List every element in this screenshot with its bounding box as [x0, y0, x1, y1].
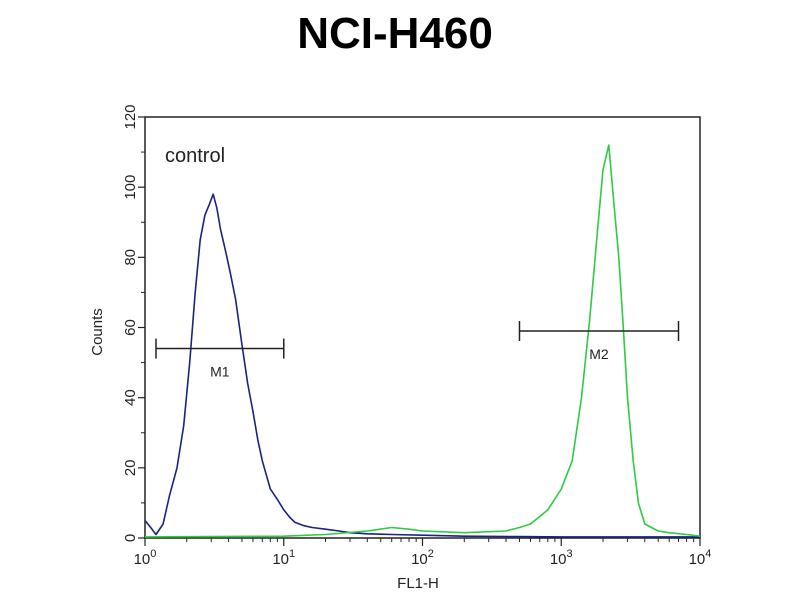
x-tick-label: 102: [411, 548, 434, 568]
x-tick-label: 104: [689, 548, 712, 568]
plot-frame: [145, 117, 700, 538]
series-layer: [145, 145, 700, 537]
y-tick-label: 120: [122, 104, 139, 129]
y-tick-label: 100: [122, 175, 139, 200]
chart-title: NCI-H460: [297, 9, 493, 58]
y-axis-ticks: 0 20 40 60 80 100 120: [122, 82, 145, 542]
y-tick-label: 40: [122, 389, 139, 406]
gate-label: M1: [210, 364, 230, 380]
y-tick-label: 20: [122, 459, 139, 476]
x-axis-label: FL1-H: [397, 575, 439, 592]
series-line-2: [145, 145, 700, 537]
x-axis-ticks: 100 101 102 103 104: [134, 538, 712, 568]
y-tick-label: 80: [122, 249, 139, 266]
gate-layer: M1 M2: [156, 321, 679, 380]
x-tick-label: 100: [134, 548, 157, 568]
y-tick-label: 0: [122, 534, 139, 542]
x-tick-label: 101: [272, 548, 295, 568]
x-tick-label: 103: [550, 548, 573, 568]
control-annotation: control: [165, 145, 225, 167]
y-axis-label: Counts: [89, 308, 106, 356]
gate-label: M2: [589, 346, 609, 362]
y-tick-label: 60: [122, 319, 139, 336]
